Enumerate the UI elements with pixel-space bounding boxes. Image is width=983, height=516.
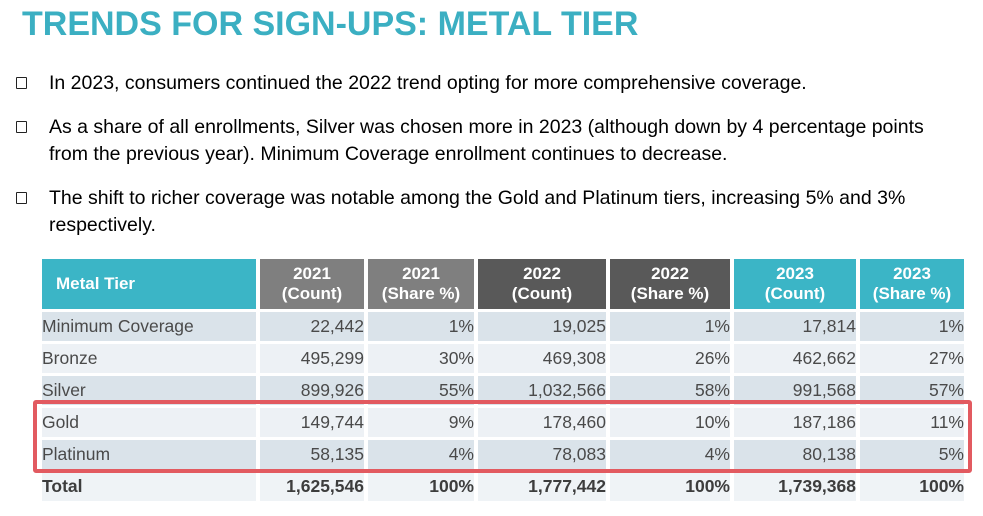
table-cell: 991,568	[734, 376, 856, 406]
table-cell: 9%	[368, 408, 474, 438]
table-row: Minimum Coverage 22,442 1% 19,025 1% 17,…	[42, 312, 964, 342]
table-row-gold-highlighted: Gold 149,744 9% 178,460 10% 187,186 11%	[42, 408, 964, 438]
table-cell: 149,744	[260, 408, 364, 438]
table-cell: 4%	[368, 440, 474, 470]
column-header-2021-count: 2021 (Count)	[260, 259, 364, 310]
table-cell: Total	[42, 472, 256, 502]
table-cell: 469,308	[478, 344, 606, 374]
table-cell: 5%	[860, 440, 964, 470]
table-cell: 19,025	[478, 312, 606, 342]
table-cell: 30%	[368, 344, 474, 374]
table-cell: 1%	[368, 312, 474, 342]
table-cell: 58,135	[260, 440, 364, 470]
table-cell: 57%	[860, 376, 964, 406]
table-cell: 1%	[860, 312, 964, 342]
table-cell: 17,814	[734, 312, 856, 342]
table-cell: 187,186	[734, 408, 856, 438]
table-cell: Minimum Coverage	[42, 312, 256, 342]
table-row-platinum-highlighted: Platinum 58,135 4% 78,083 4% 80,138 5%	[42, 440, 964, 470]
column-header-metal-tier: Metal Tier	[42, 259, 256, 310]
table-cell: Gold	[42, 408, 256, 438]
slide: TRENDS FOR SIGN-UPS: METAL TIER In 2023,…	[0, 5, 983, 504]
table-cell: 11%	[860, 408, 964, 438]
table-cell: 1,625,546	[260, 472, 364, 502]
column-header-2022-count: 2022 (Count)	[478, 259, 606, 310]
bullet-text: The shift to richer coverage was notable…	[49, 187, 906, 237]
column-header-2023-count: 2023 (Count)	[734, 259, 856, 310]
table-cell: 26%	[610, 344, 730, 374]
metal-tier-table-container: Metal Tier 2021 (Count) 2021 (Share %) 202…	[33, 256, 972, 504]
list-item: In 2023, consumers continued the 2022 tr…	[14, 70, 983, 97]
metal-tier-table: Metal Tier 2021 (Count) 2021 (Share %) 202…	[38, 256, 968, 504]
table-cell: 10%	[610, 408, 730, 438]
table-row-total: Total 1,625,546 100% 1,777,442 100% 1,73…	[42, 472, 964, 502]
table-cell: Silver	[42, 376, 256, 406]
table-cell: 899,926	[260, 376, 364, 406]
column-header-2021-share: 2021 (Share %)	[368, 259, 474, 310]
bullet-list: In 2023, consumers continued the 2022 tr…	[0, 70, 983, 239]
table-header-row: Metal Tier 2021 (Count) 2021 (Share %) 202…	[42, 259, 964, 310]
table-cell: 22,442	[260, 312, 364, 342]
page-title: TRENDS FOR SIGN-UPS: METAL TIER	[22, 5, 639, 43]
table-cell: 55%	[368, 376, 474, 406]
bullet-text: In 2023, consumers continued the 2022 tr…	[49, 72, 807, 95]
list-item: The shift to richer coverage was notable…	[14, 185, 983, 239]
column-header-2022-share: 2022 (Share %)	[610, 259, 730, 310]
table-cell: 1,777,442	[478, 472, 606, 502]
table-cell: 78,083	[478, 440, 606, 470]
table-cell: Bronze	[42, 344, 256, 374]
table-cell: 27%	[860, 344, 964, 374]
square-bullet-icon	[16, 121, 27, 134]
square-bullet-icon	[16, 192, 27, 205]
table-cell: 1,032,566	[478, 376, 606, 406]
table-cell: 1,739,368	[734, 472, 856, 502]
table-cell: 4%	[610, 440, 730, 470]
table-row: Bronze 495,299 30% 469,308 26% 462,662 2…	[42, 344, 964, 374]
bullet-text: As a share of all enrollments, Silver wa…	[49, 116, 924, 166]
table-cell: Platinum	[42, 440, 256, 470]
list-item: As a share of all enrollments, Silver wa…	[14, 114, 983, 168]
table-cell: 58%	[610, 376, 730, 406]
table-cell: 100%	[368, 472, 474, 502]
table-cell: 178,460	[478, 408, 606, 438]
column-header-2023-share: 2023 (Share %)	[860, 259, 964, 310]
square-bullet-icon	[16, 77, 27, 90]
table-cell: 495,299	[260, 344, 364, 374]
table-cell: 100%	[610, 472, 730, 502]
table-cell: 80,138	[734, 440, 856, 470]
table-cell: 100%	[860, 472, 964, 502]
table-cell: 462,662	[734, 344, 856, 374]
table-cell: 1%	[610, 312, 730, 342]
table-row: Silver 899,926 55% 1,032,566 58% 991,568…	[42, 376, 964, 406]
